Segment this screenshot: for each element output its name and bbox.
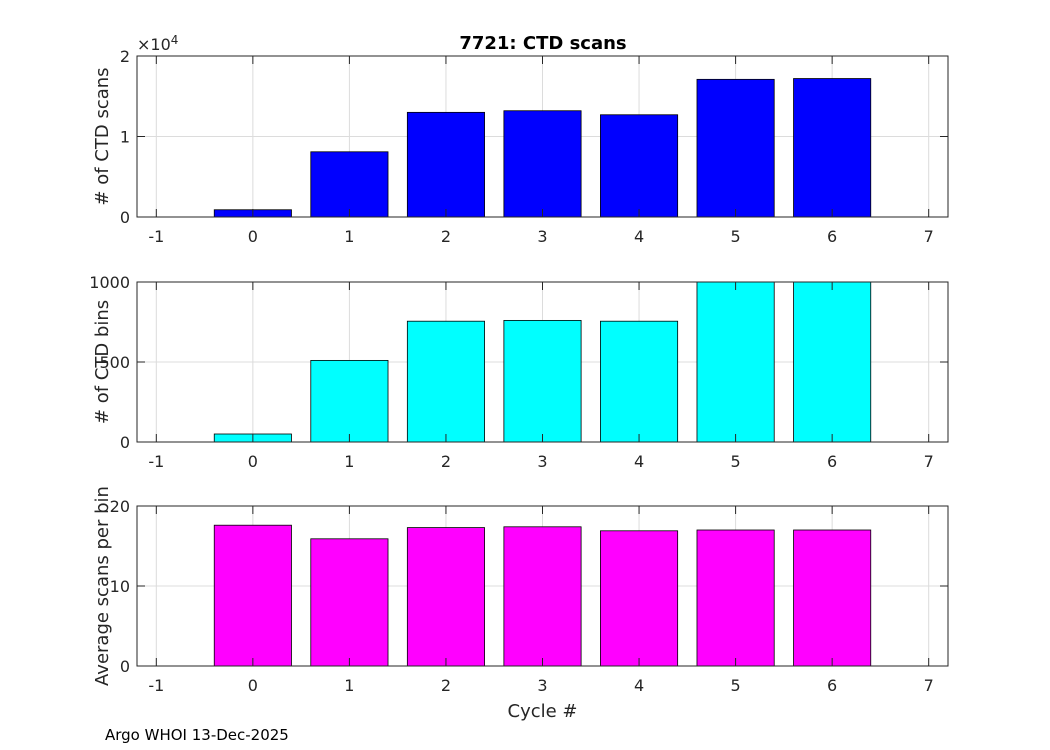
y-tick-label: 0	[120, 433, 130, 452]
bar-cycle-6	[793, 78, 872, 218]
x-tick-label: 2	[441, 676, 451, 695]
y-axis-label: # of CTD bins	[92, 300, 113, 424]
x-tick-label: 0	[248, 676, 258, 695]
x-tick-label: 3	[537, 452, 547, 471]
x-tick-label: 4	[634, 452, 644, 471]
x-tick-label: 5	[731, 676, 741, 695]
x-tick-label: 5	[731, 452, 741, 471]
chart-title: 7721: CTD scans	[459, 33, 626, 54]
y-tick-label: 10	[110, 577, 130, 596]
x-tick-label: 3	[537, 227, 547, 246]
y-tick-label: 2	[120, 47, 130, 66]
bar-cycle-1	[310, 151, 389, 218]
bar-cycle-2	[406, 111, 485, 218]
x-tick-label: 1	[344, 227, 354, 246]
y-tick-label: 500	[99, 353, 130, 372]
y-tick-label: 0	[120, 657, 130, 676]
bar-cycle-1	[310, 538, 389, 667]
bar-cycle-0	[213, 524, 292, 667]
y-axis-label: Average scans per bin	[92, 486, 113, 686]
x-tick-label: 2	[441, 227, 451, 246]
footer-credit: Argo WHOI 13-Dec-2025	[105, 726, 289, 744]
x-tick-label: 4	[634, 676, 644, 695]
bar-cycle-4	[600, 530, 679, 667]
x-tick-label: -1	[148, 452, 164, 471]
x-tick-label: 7	[924, 452, 934, 471]
x-tick-label: 0	[248, 227, 258, 246]
y-tick-label: 1000	[89, 273, 130, 292]
bar-cycle-4	[600, 320, 679, 443]
x-tick-label: 2	[441, 452, 451, 471]
bar-cycle-3	[503, 110, 582, 218]
x-tick-label: 6	[827, 227, 837, 246]
x-tick-label: 4	[634, 227, 644, 246]
bar-cycle-5	[696, 281, 775, 443]
x-tick-label: 7	[924, 227, 934, 246]
x-tick-label: 0	[248, 452, 258, 471]
x-tick-label: -1	[148, 227, 164, 246]
y-axis-label: # of CTD scans	[92, 67, 113, 205]
y-exponent-label: ×104	[137, 33, 178, 54]
bar-cycle-6	[793, 281, 872, 443]
subplot-2: -1 0 1 2 3 4 5 6 7 0 500 1000 # of CTD bins	[89, 273, 949, 471]
x-tick-label: 5	[731, 227, 741, 246]
bar-cycle-2	[406, 320, 485, 443]
x-axis-label: Cycle #	[508, 701, 578, 722]
x-tick-label: 6	[827, 452, 837, 471]
x-tick-label: 3	[537, 676, 547, 695]
subplot-1: -1 0 1 2 3 4 5 6 7 0 1 2 ×104 # of CTD scans	[92, 33, 949, 246]
bar-cycle-2	[406, 527, 485, 667]
x-tick-label: 7	[924, 676, 934, 695]
bar-cycle-3	[503, 319, 582, 443]
x-tick-label: -1	[148, 676, 164, 695]
bar-cycle-4	[600, 114, 679, 218]
bar-cycle-6	[793, 529, 872, 667]
x-tick-label: 6	[827, 676, 837, 695]
y-tick-label: 1	[120, 128, 130, 147]
x-tick-label: 1	[344, 676, 354, 695]
bar-cycle-3	[503, 526, 582, 667]
bar-cycle-1	[310, 359, 389, 443]
x-tick-label: 1	[344, 452, 354, 471]
bar-cycle-5	[696, 529, 775, 667]
y-tick-label: 20	[110, 497, 130, 516]
bar-cycle-5	[696, 78, 775, 218]
subplots: -1 0 1 2 3 4 5 6 7 0 1 2 ×104 # of CTD scans -1 0 1 2 3 4 5 6…	[89, 33, 949, 722]
y-tick-label: 0	[120, 208, 130, 227]
